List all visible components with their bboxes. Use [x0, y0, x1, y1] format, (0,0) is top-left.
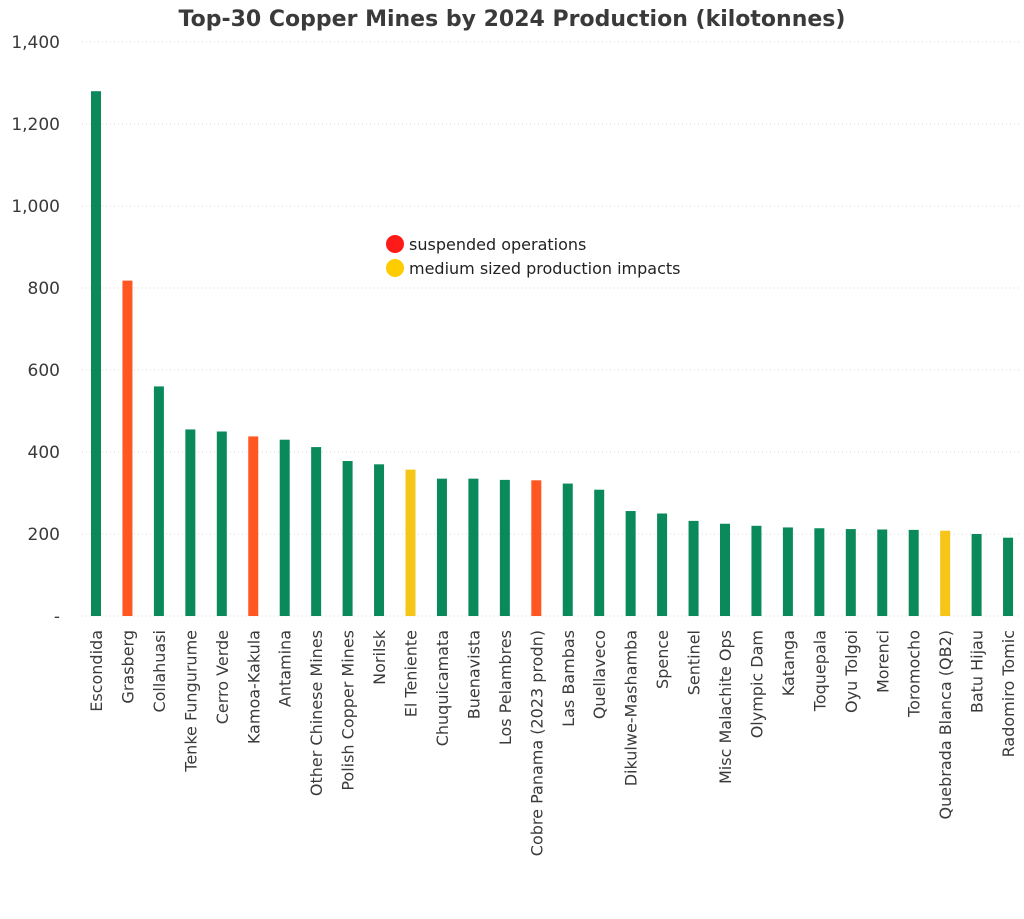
legend-swatch-1 — [386, 259, 404, 277]
bar-kamoa-kakula — [248, 436, 259, 616]
x-tick-label: Quebrada Blanca (QB2) — [936, 630, 955, 819]
x-tick-label: Los Pelambres — [496, 630, 515, 745]
x-tick-label: Cerro Verde — [213, 630, 232, 724]
y-tick-label: 1,200 — [11, 115, 60, 135]
bar-buenavista — [468, 478, 479, 616]
x-tick-label: Other Chinese Mines — [307, 630, 326, 796]
x-tick-label: Antamina — [276, 630, 295, 707]
bar-spence — [657, 513, 668, 616]
x-tick-label: Chuquicamata — [433, 630, 452, 746]
bars — [91, 91, 1014, 616]
x-tick-label: Radomiro Tomic — [999, 630, 1018, 757]
chart-title: Top-30 Copper Mines by 2024 Production (… — [179, 7, 846, 32]
bar-chuquicamata — [436, 478, 447, 616]
legend-label: medium sized production impacts — [409, 259, 681, 278]
x-tick-label: Batu Hijau — [968, 630, 987, 713]
y-tick-label: 600 — [28, 361, 60, 381]
x-tick-label: Escondida — [87, 630, 106, 712]
x-tick-label: Morenci — [873, 630, 892, 693]
x-tick-label: Polish Copper Mines — [339, 630, 358, 791]
bar-quebrada-blanca-qb2- — [940, 530, 951, 616]
x-tick-label: Oyu Tolgoi — [842, 630, 861, 713]
x-tick-label: Kamoa-Kakula — [244, 630, 263, 744]
x-tick-label: Spence — [653, 630, 672, 689]
y-tick-label: 1,000 — [11, 197, 60, 217]
y-axis-ticks: - 200 400 600 800 1,000 1,200 1,400 — [11, 33, 60, 627]
x-axis-labels: Escondida Grasberg Collahuasi Tenke Funguru… — [87, 629, 1018, 856]
bar-polish-copper-mines — [342, 461, 353, 616]
bar-morenci — [877, 529, 888, 616]
bar-sentinel — [688, 520, 699, 616]
bar-cerro-verde — [216, 431, 227, 616]
bar-los-pelambres — [499, 479, 510, 616]
bar-norilsk — [374, 464, 385, 616]
y-tick-label: 400 — [28, 443, 60, 463]
bar-antamina — [279, 439, 290, 616]
bar-toromocho — [908, 529, 919, 616]
bar-dikulwe-mashamba — [625, 511, 636, 616]
legend-swatch-0 — [386, 235, 404, 253]
bar-olympic-dam — [751, 525, 762, 616]
x-tick-label: Las Bambas — [559, 630, 578, 727]
bar-misc-malachite-ops — [720, 523, 730, 616]
grid-lines — [82, 41, 1022, 617]
x-tick-label: Collahuasi — [150, 630, 169, 713]
bar-grasberg — [122, 280, 133, 616]
x-tick-label: Quellaveco — [590, 630, 609, 719]
y-tick-label: 800 — [28, 279, 60, 299]
x-tick-label: Sentinel — [685, 630, 704, 695]
y-tick-label: 200 — [28, 525, 60, 545]
x-tick-label: Olympic Dam — [747, 630, 766, 738]
legend-label: suspended operations — [409, 235, 586, 254]
bar-collahuasi — [153, 386, 164, 616]
bar-las-bambas — [562, 483, 573, 616]
bar-el-teniente — [405, 469, 416, 616]
y-tick-label: 1,400 — [11, 33, 60, 53]
x-tick-label: Katanga — [779, 630, 798, 696]
bar-batu-hijau — [971, 534, 982, 616]
bar-toquepala — [814, 528, 825, 616]
bar-oyu-tolgoi — [845, 529, 856, 616]
x-tick-label: Buenavista — [464, 630, 483, 719]
x-tick-label: Toquepala — [810, 630, 829, 712]
x-tick-label: El Teniente — [402, 630, 421, 717]
bar-escondida — [91, 91, 101, 616]
bar-radomiro-tomic — [1003, 537, 1014, 616]
x-tick-label: Cobre Panama (2023 prodn) — [527, 630, 546, 856]
x-tick-label: Tenke Fungurume — [181, 630, 200, 773]
x-tick-label: Dikulwe-Mashamba — [622, 630, 641, 786]
bar-cobre-panama-2023-prodn- — [531, 480, 542, 616]
bar-other-chinese-mines — [311, 447, 322, 616]
x-tick-label: Toromocho — [905, 630, 924, 718]
y-tick-label: - — [54, 607, 60, 627]
bar-tenke-fungurume — [185, 429, 196, 616]
bar-katanga — [782, 527, 793, 616]
bar-quellaveco — [594, 489, 605, 616]
x-tick-label: Norilsk — [370, 629, 389, 685]
legend: suspended operations medium sized product… — [386, 235, 681, 278]
x-tick-label: Grasberg — [118, 630, 137, 704]
x-tick-label: Misc Malachite Ops — [716, 630, 735, 784]
